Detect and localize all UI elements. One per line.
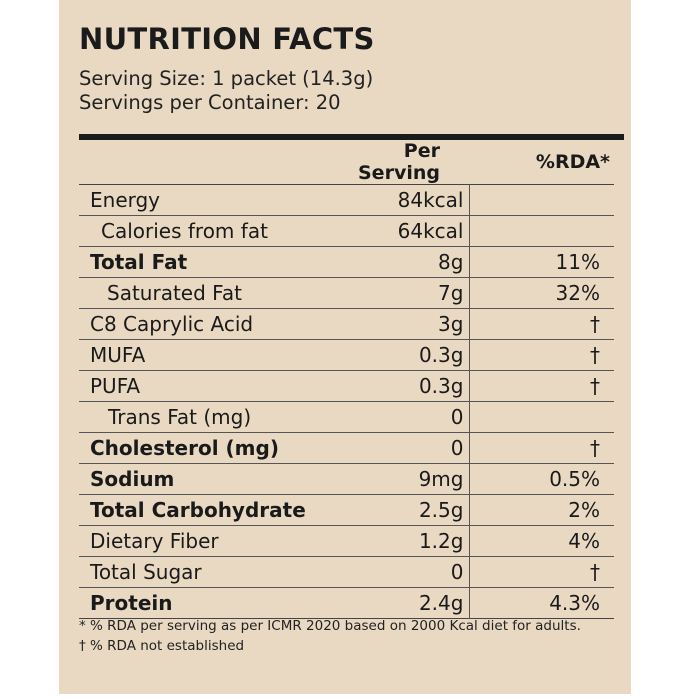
label-title: NUTRITION FACTS xyxy=(79,22,375,56)
header-per-serving: Per Serving xyxy=(358,140,440,184)
per-serving-value: 7g xyxy=(358,277,471,309)
table-header-row: Per Serving %RDA* xyxy=(79,140,614,185)
nutrient-name: Total Carbohydrate xyxy=(90,498,306,522)
table-row: MUFA 0.3g † xyxy=(79,339,614,371)
rda-value: 11% xyxy=(555,250,600,274)
table-row: PUFA 0.3g † xyxy=(79,370,614,402)
nutrient-name: Sodium xyxy=(90,467,175,491)
rda-value xyxy=(470,185,614,216)
table-row: Calories from fat 64kcal xyxy=(79,215,614,247)
nutrient-name: Protein xyxy=(90,591,173,615)
serving-size: Serving Size: 1 packet (14.3g) xyxy=(79,67,374,90)
nutrient-name: Total Sugar xyxy=(90,560,202,584)
per-serving-value: 0.3g xyxy=(358,339,471,371)
per-serving-value: 0.3g xyxy=(358,370,471,402)
table-row: Dietary Fiber 1.2g 4% xyxy=(79,525,614,557)
rda-value: † xyxy=(590,343,600,367)
nutrient-name: Total Fat xyxy=(90,250,188,274)
thick-divider xyxy=(79,134,624,140)
table-row: Total Carbohydrate 2.5g 2% xyxy=(79,494,614,526)
per-serving-value: 3g xyxy=(358,308,471,340)
nutrient-name: PUFA xyxy=(90,374,141,398)
table-row: Saturated Fat 7g 32% xyxy=(79,277,614,309)
rda-value: † xyxy=(590,436,600,460)
nutrient-name: C8 Caprylic Acid xyxy=(90,312,254,336)
nutrient-name: Cholesterol (mg) xyxy=(90,436,279,460)
per-serving-value: 1.2g xyxy=(358,525,471,557)
per-serving-value: 2.4g xyxy=(358,587,471,619)
table-row: Protein 2.4g 4.3% xyxy=(79,587,614,619)
table-row: Sodium 9mg 0.5% xyxy=(79,463,614,495)
nutrient-name: Energy xyxy=(90,188,161,212)
nutrient-name: Saturated Fat xyxy=(107,281,242,305)
rda-value: 32% xyxy=(555,281,600,305)
table-row: Cholesterol (mg) 0 † xyxy=(79,432,614,464)
rda-value: 4% xyxy=(568,529,600,553)
per-serving-value: 64kcal xyxy=(358,215,471,247)
rda-value: † xyxy=(590,312,600,336)
nutrient-name: Calories from fat xyxy=(101,219,268,243)
per-serving-value: 0 xyxy=(358,556,471,588)
rda-value xyxy=(470,402,614,433)
table-row: Total Sugar 0 † xyxy=(79,556,614,588)
nutrition-label-panel xyxy=(59,0,631,694)
footnote-rda-basis: * % RDA per serving as per ICMR 2020 bas… xyxy=(79,618,581,634)
per-serving-value: 8g xyxy=(358,246,471,278)
table-row: Total Fat 8g 11% xyxy=(79,246,614,278)
rda-value: † xyxy=(590,560,600,584)
nutrient-name: MUFA xyxy=(90,343,146,367)
header-rda: %RDA* xyxy=(535,151,610,173)
rda-value: 2% xyxy=(568,498,600,522)
rda-value xyxy=(470,216,614,247)
footnote-rda-not-established: † % RDA not established xyxy=(79,638,245,654)
per-serving-value: 84kcal xyxy=(358,184,471,216)
nutrient-rows: Energy 84kcal Calories from fat 64kcal Total… xyxy=(79,184,614,619)
per-serving-value: 0 xyxy=(358,401,471,433)
serving-info: Serving Size: 1 packet (14.3g) Servings … xyxy=(79,67,373,115)
table-row: Trans Fat (mg) 0 xyxy=(79,401,614,433)
header-nutrient xyxy=(79,140,358,185)
rda-value: † xyxy=(590,374,600,398)
per-serving-value: 2.5g xyxy=(358,494,471,526)
table-row: Energy 84kcal xyxy=(79,184,614,216)
nutrition-table: Per Serving %RDA* Energy 84kcal Calories f… xyxy=(79,140,614,619)
rda-value: 4.3% xyxy=(549,591,600,615)
table-row: C8 Caprylic Acid 3g † xyxy=(79,308,614,340)
servings-per-container: Servings per Container: 20 xyxy=(79,91,341,114)
rda-value: 0.5% xyxy=(549,467,600,491)
footnotes: * % RDA per serving as per ICMR 2020 bas… xyxy=(79,616,581,656)
per-serving-value: 9mg xyxy=(358,463,471,495)
nutrient-name: Trans Fat (mg) xyxy=(108,405,252,429)
per-serving-value: 0 xyxy=(358,432,471,464)
nutrient-name: Dietary Fiber xyxy=(90,529,219,553)
